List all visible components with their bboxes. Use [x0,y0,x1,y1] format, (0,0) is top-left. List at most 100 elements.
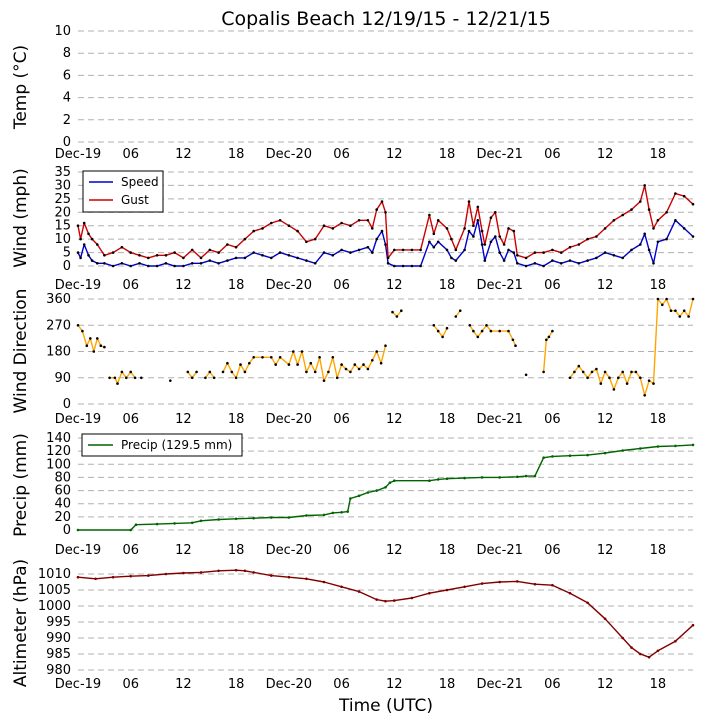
wind-data-point [450,256,453,260]
wind-data-point [454,248,458,252]
altimeter-data-point [463,585,466,589]
direction-y-tick-label: 180 [46,345,71,360]
wind-data-point [480,243,484,246]
direction-data-point [195,370,198,374]
direction-data-point [476,335,480,339]
temp-y-tick-label: 10 [54,24,71,39]
wind-data-point [82,243,86,246]
wind-data-point [349,224,352,227]
direction-data-point [436,329,440,333]
direction-data-point [221,370,225,374]
direction-data-point [656,297,660,301]
wind-data-point [296,256,299,260]
direction-y-tick-label: 0 [63,397,71,412]
altimeter-data-point [656,649,660,653]
wind-data-point [375,237,379,241]
altimeter-y-tick-label: 1010 [38,567,71,582]
precip-data-point [270,516,273,519]
temp-y-tick-label: 0 [63,135,71,150]
wind-data-point [120,245,124,249]
altimeter-data-point [287,575,291,579]
precip-data-point [357,494,361,498]
wind-data-point [559,262,563,265]
altimeter-x-tick-label: 12 [175,677,192,692]
altimeter-data-point [217,569,220,573]
direction-data-point [682,309,686,313]
direction-data-point [300,350,304,353]
altimeter-series-line [77,569,694,658]
wind-data-point [296,229,299,233]
wind-data-point [603,251,607,254]
direction-data-point [340,363,343,366]
direction-data-point [514,344,517,348]
temp-x-tick-label: Dec-19 [55,147,101,162]
wind-data-point [79,237,82,241]
altimeter-data-point [480,582,484,585]
wind-data-point [278,219,282,222]
altimeter-data-point [603,617,607,621]
direction-data-point [586,376,589,380]
wind-x-tick-label: 12 [386,278,403,293]
temp-panel: Temp (°C) 0 2 4 6 8 10 Dec-19 06 12 18 Dec-20 06 12 1… [11,24,693,162]
altimeter-y-tick-label: 1000 [38,599,71,614]
wind-x-tick-label: 18 [439,278,456,293]
temp-x-tick-label: 18 [650,147,667,162]
altimeter-data-point [305,577,308,581]
altimeter-data-point [243,569,247,573]
precip-x-tick-label: Dec-19 [55,543,101,558]
wind-data-point [419,248,422,252]
wind-data-point [357,219,361,222]
altimeter-data-point [551,583,554,587]
altimeter-x-tick-label: 06 [122,677,139,692]
precip-data-point [586,453,589,457]
precip-data-point [674,444,677,448]
direction-data-point [292,350,295,353]
altimeter-data-point [647,655,651,659]
precip-data-point [199,519,203,523]
precip-x-tick-label: 18 [228,543,245,558]
wind-data-point [366,219,370,222]
direction-data-point [379,361,383,365]
precip-legend: Precip (129.5 mm) [81,433,243,457]
wind-data-point [502,259,506,262]
wind-data-point [313,237,317,241]
precip-y-tick-label: 140 [46,431,71,446]
direction-data-point [621,370,624,374]
altimeter-data-point [182,571,185,575]
wind-data-point [586,259,589,262]
direction-data-point [547,335,551,339]
direction-data-point [89,337,92,340]
direction-data-point [252,356,255,359]
precip-y-tick-label: 60 [54,484,71,499]
wind-data-point [436,240,440,244]
wind-data-point [252,251,255,254]
precip-data-point [129,528,132,532]
precip-data-point [349,497,352,500]
direction-data-point [85,344,89,348]
direction-x-tick-label: 06 [544,412,561,427]
wind-data-point [155,264,159,268]
wind-data-point [674,219,677,222]
precip-data-point [340,511,343,514]
wind-data-point [375,208,379,211]
wind-y-tick-label: 35 [54,165,71,180]
direction-data-point [391,310,394,314]
wind-data-point [542,251,545,254]
direction-data-point [169,379,172,383]
direction-data-point [652,382,655,385]
direction-data-point [129,370,132,374]
wind-x-tick-label: 18 [228,278,245,293]
direction-data-point [239,363,242,366]
direction-y-tick-label: 360 [46,292,71,307]
wind-data-point [138,262,141,265]
precip-data-point [287,516,291,519]
precip-data-point [252,516,255,520]
precip-x-tick-label: 06 [122,543,139,558]
altimeter-data-point [147,574,150,577]
wind-data-point [217,262,220,265]
wind-data-point [401,248,405,252]
direction-data-point [573,370,576,374]
wind-data-point [428,240,431,244]
direction-data-point [678,315,682,318]
direction-data-point [603,370,607,374]
